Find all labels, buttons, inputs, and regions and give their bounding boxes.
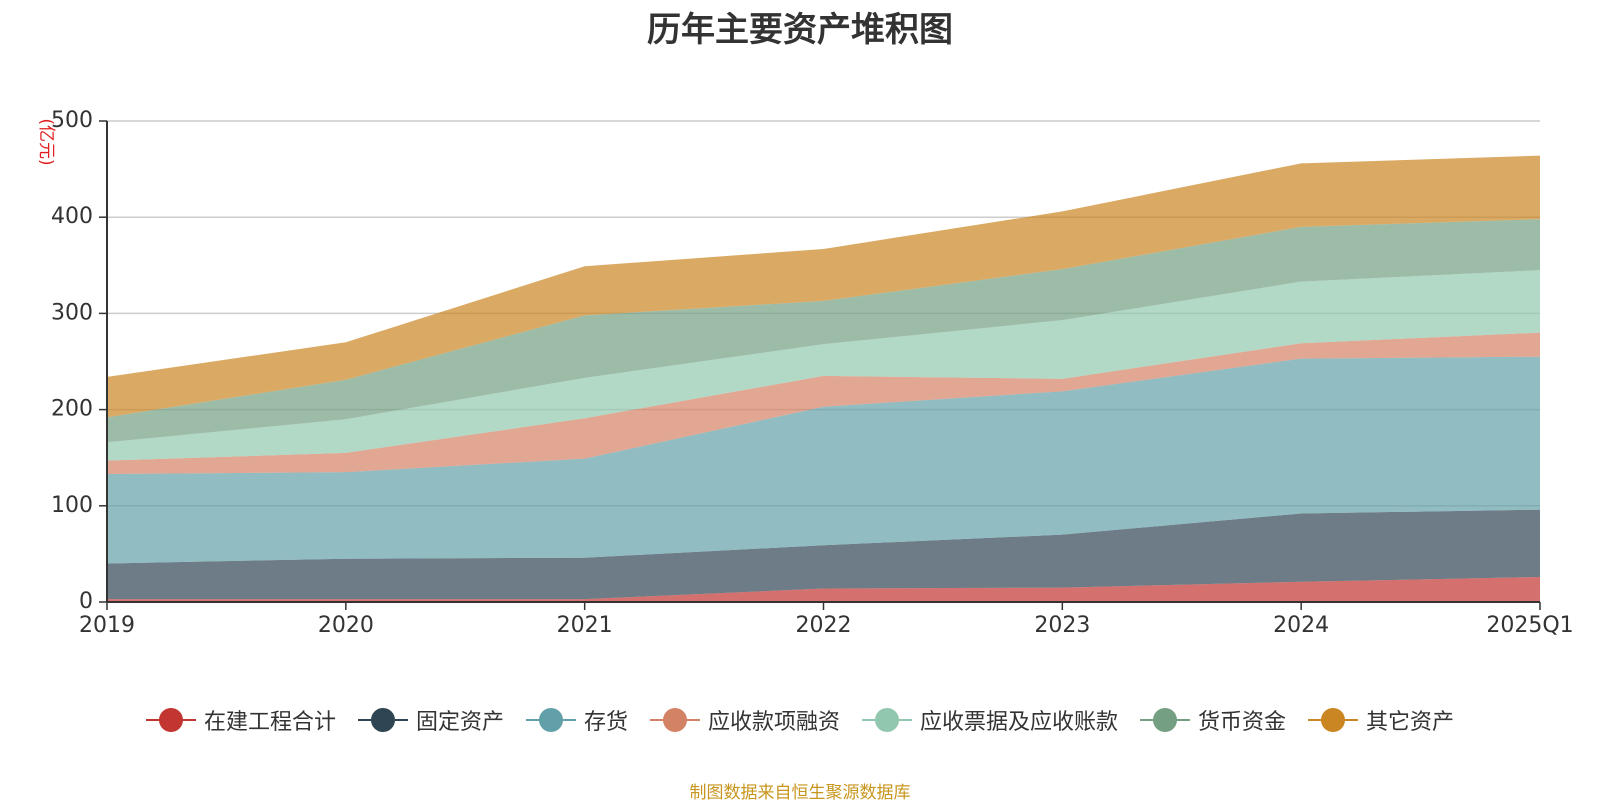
x-tick-label: 2024	[1273, 613, 1329, 638]
legend-item-0[interactable]: 在建工程合计	[145, 704, 336, 736]
y-tick-label: 500	[51, 108, 93, 133]
chart-title: 历年主要资产堆积图	[647, 10, 953, 50]
y-axis-unit-label: (亿元)	[36, 118, 56, 165]
area-series-2[interactable]	[107, 356, 1540, 564]
legend-label: 应收票据及应收账款	[920, 710, 1119, 735]
legend-item-6[interactable]: 其它资产	[1308, 704, 1454, 736]
legend-marker-icon	[525, 708, 576, 732]
axes: 0 100 200 300 400 500 2019 2020 2021 2022 2023 2024…	[51, 108, 1574, 638]
x-tick-label: 2021	[557, 613, 613, 638]
area-series-5[interactable]	[107, 219, 1540, 443]
x-tick-label: 2019	[79, 613, 135, 638]
legend-marker-icon	[1308, 708, 1359, 732]
legend-label: 在建工程合计	[203, 710, 336, 735]
y-tick-label: 400	[51, 204, 93, 229]
legend-marker-icon	[649, 708, 700, 732]
legend-label: 其它资产	[1366, 710, 1455, 735]
legend: 在建工程合计 固定资产 存货 应收款项融资 应收票据及应收账款 货币资金 其它资产	[0, 704, 1600, 736]
legend-label: 应收款项融资	[707, 710, 840, 735]
legend-label: 货币资金	[1198, 710, 1287, 735]
area-series-3[interactable]	[107, 332, 1540, 475]
legend-label: 存货	[583, 710, 628, 735]
legend-marker-icon	[862, 708, 912, 732]
legend-item-3[interactable]: 应收款项融资	[649, 704, 840, 736]
x-tick-label: 2023	[1034, 613, 1090, 638]
area-series-1[interactable]	[107, 509, 1540, 600]
legend-item-1[interactable]: 固定资产	[357, 704, 504, 736]
x-tick-label: 2022	[796, 613, 852, 638]
legend-item-4[interactable]: 应收票据及应收账款	[862, 704, 1118, 736]
legend-marker-icon	[357, 708, 408, 732]
x-tick-label: 2025Q1	[1486, 613, 1573, 638]
stacked-areas	[107, 155, 1540, 602]
area-series-4[interactable]	[107, 270, 1540, 461]
y-tick-label: 100	[51, 493, 93, 518]
x-tick-label: 2020	[318, 613, 374, 638]
legend-item-2[interactable]: 存货	[525, 704, 628, 736]
area-series-0[interactable]	[107, 576, 1540, 602]
legend-marker-icon	[145, 708, 196, 732]
area-series-6[interactable]	[107, 155, 1540, 418]
source-note: 制图数据来自恒生聚源数据库	[689, 783, 911, 803]
y-tick-label: 300	[51, 300, 93, 325]
legend-marker-icon	[1140, 708, 1191, 732]
y-tick-label: 0	[79, 589, 93, 614]
legend-item-5[interactable]: 货币资金	[1140, 704, 1286, 736]
legend-label: 固定资产	[415, 710, 504, 735]
y-tick-label: 200	[51, 397, 93, 422]
